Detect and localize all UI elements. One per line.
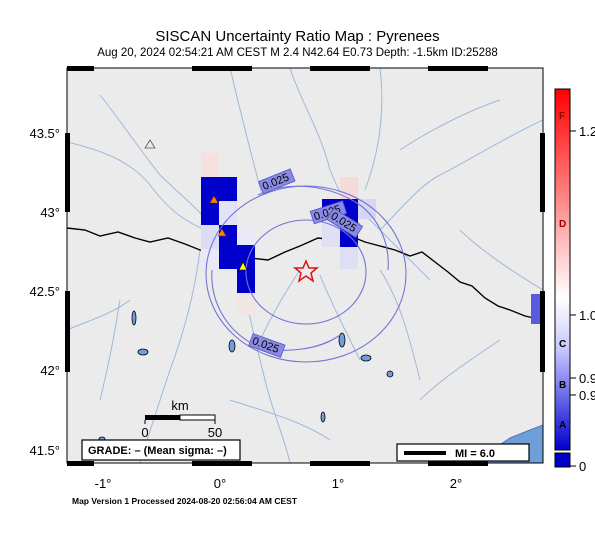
stations	[144, 139, 248, 271]
map-title: SISCAN Uncertainty Ratio Map : Pyrenees	[155, 28, 440, 45]
svg-text:C: C	[559, 339, 566, 350]
svg-text:A: A	[559, 420, 566, 431]
svg-text:43°: 43°	[40, 205, 60, 220]
svg-text:43.5°: 43.5°	[29, 126, 60, 141]
station-triangle-1	[209, 195, 219, 204]
svg-text:0°: 0°	[214, 476, 226, 491]
svg-text:50: 50	[208, 425, 222, 440]
svg-text:km: km	[171, 398, 188, 413]
svg-text:B: B	[559, 380, 566, 391]
lat-ticks: 43.5° 43° 42.5° 42° 41.5°	[29, 126, 60, 458]
svg-text:0: 0	[141, 425, 148, 440]
svg-text:F: F	[559, 111, 565, 122]
colorbar: F D C B A 1.2 1.0 0.9 0.9 0	[554, 88, 595, 474]
map-land	[67, 68, 543, 463]
svg-text:0.9: 0.9	[579, 371, 595, 386]
svg-text:-1°: -1°	[95, 476, 112, 491]
svg-text:MI = 6.0: MI = 6.0	[455, 448, 495, 460]
svg-text:1°: 1°	[332, 476, 344, 491]
svg-text:2°: 2°	[450, 476, 462, 491]
station-triangle-4	[144, 139, 156, 149]
svg-text:42.5°: 42.5°	[29, 284, 60, 299]
station-triangle-2	[217, 228, 227, 237]
svg-text:D: D	[559, 219, 566, 230]
grade-box: GRADE: – (Mean sigma: –)	[81, 439, 241, 461]
svg-text:42°: 42°	[40, 363, 60, 378]
svg-text:1.2: 1.2	[579, 124, 595, 139]
scale-bar: km 0 50	[141, 398, 222, 440]
mi-legend-box: MI = 6.0	[396, 443, 530, 462]
station-triangle-3	[238, 261, 248, 271]
svg-text:1.0: 1.0	[579, 308, 595, 323]
lon-ticks: -1° 0° 1° 2°	[95, 476, 463, 491]
map-subtitle: Aug 20, 2024 02:54:21 AM CEST M 2.4 N42.…	[97, 47, 498, 59]
processed-footer: Map Version 1 Processed 2024-08-20 02:56…	[72, 496, 298, 506]
svg-text:0: 0	[579, 459, 586, 474]
epicenter-star	[292, 259, 320, 283]
svg-text:41.5°: 41.5°	[29, 443, 60, 458]
svg-text:GRADE: – (Mean sigma: –): GRADE: – (Mean sigma: –)	[88, 445, 227, 457]
svg-text:0.9: 0.9	[579, 388, 595, 403]
map-frame	[65, 66, 545, 466]
